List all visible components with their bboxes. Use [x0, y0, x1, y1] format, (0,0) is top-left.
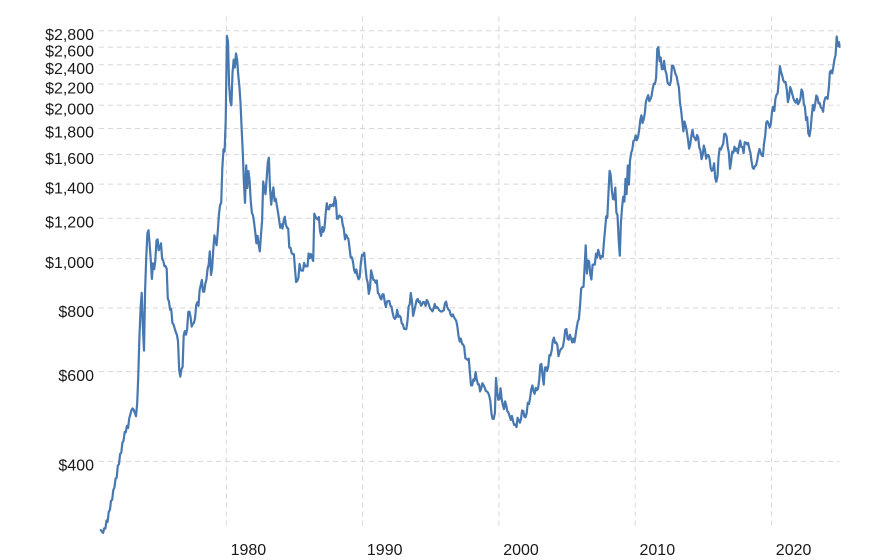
- svg-text:$400: $400: [58, 458, 94, 475]
- svg-text:$1,200: $1,200: [45, 214, 94, 231]
- svg-text:2000: 2000: [503, 542, 539, 559]
- svg-text:$600: $600: [58, 368, 94, 385]
- svg-text:$800: $800: [58, 304, 94, 321]
- svg-text:$1,000: $1,000: [45, 255, 94, 272]
- svg-text:$2,200: $2,200: [45, 80, 94, 97]
- svg-text:$2,400: $2,400: [45, 61, 94, 78]
- svg-text:2020: 2020: [776, 542, 812, 559]
- svg-text:2010: 2010: [640, 542, 676, 559]
- svg-text:1990: 1990: [367, 542, 403, 559]
- svg-text:$2,800: $2,800: [45, 27, 94, 44]
- svg-text:$1,800: $1,800: [45, 125, 94, 142]
- svg-text:$2,000: $2,000: [45, 101, 94, 118]
- svg-text:$1,600: $1,600: [45, 151, 94, 168]
- svg-text:$2,600: $2,600: [45, 43, 94, 60]
- svg-text:1980: 1980: [231, 542, 267, 559]
- svg-text:$1,400: $1,400: [45, 180, 94, 197]
